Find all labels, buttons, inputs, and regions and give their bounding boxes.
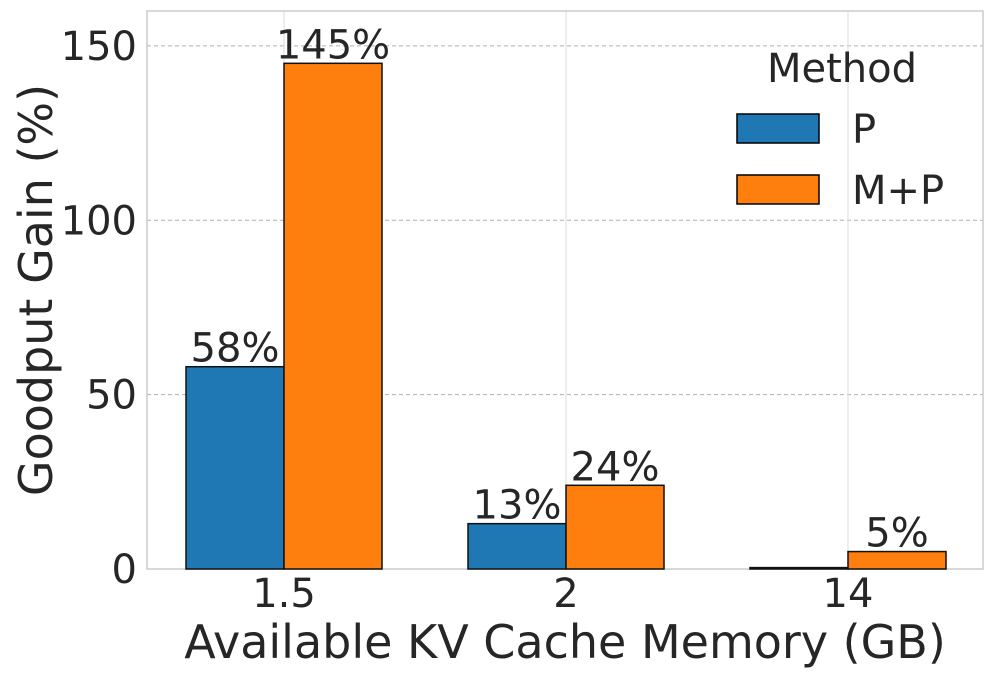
- legend-label-p: P: [852, 107, 876, 153]
- bar-m-p-1: [565, 484, 665, 570]
- bar-value-label: 24%: [571, 444, 660, 490]
- bar-p-2: [749, 566, 849, 570]
- bar-value-label: 13%: [473, 483, 562, 529]
- legend-title: Method: [767, 46, 917, 92]
- bar-value-label: 58%: [191, 326, 280, 372]
- x-tick-label: 2: [553, 571, 578, 617]
- x-tick-labels: 1.5 2 14: [252, 571, 873, 617]
- bars: [185, 62, 947, 570]
- bar-value-label: 145%: [276, 22, 390, 68]
- legend-label-mp: M+P: [852, 168, 944, 214]
- x-tick-label: 1.5: [252, 571, 316, 617]
- y-tick-labels: 0 50 100 150: [61, 24, 137, 593]
- legend-swatch-p: [736, 113, 820, 144]
- y-tick-label: 100: [61, 198, 137, 244]
- bar-m-p-2: [847, 550, 947, 570]
- legend: Method P M+P: [736, 46, 944, 214]
- bar-m-p-0: [283, 62, 383, 570]
- y-tick-label: 0: [112, 547, 137, 593]
- bar-p-1: [467, 522, 567, 570]
- y-axis-label: Goodput Gain (%): [9, 84, 63, 496]
- bar-value-label: 5%: [865, 511, 928, 557]
- y-tick-label: 150: [61, 24, 137, 70]
- x-tick-label: 14: [823, 571, 874, 617]
- legend-swatch-mp: [736, 174, 820, 205]
- y-tick-label: 50: [86, 373, 137, 419]
- bar-value-labels: 58% 13% 145% 24% 5%: [191, 22, 929, 556]
- x-axis-label: Available KV Cache Memory (GB): [184, 615, 946, 669]
- bar-p-0: [185, 365, 285, 570]
